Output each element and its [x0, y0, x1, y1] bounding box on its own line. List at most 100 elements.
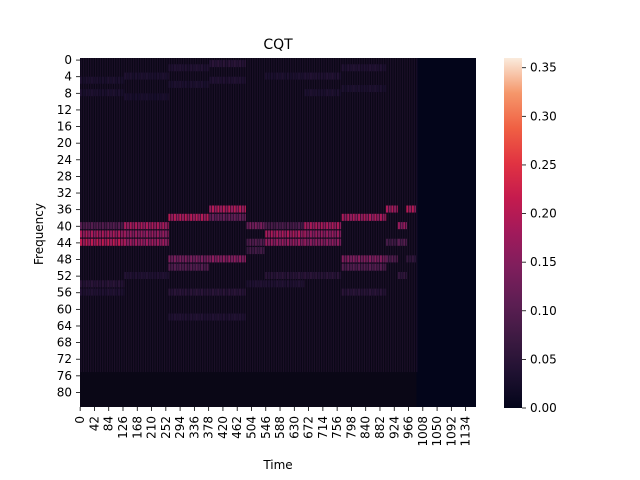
heatmap-cell — [120, 230, 123, 238]
heatmap-cell — [126, 271, 130, 280]
heatmap-cell — [225, 313, 228, 321]
heatmap-cell — [265, 280, 268, 288]
transient-stripe — [104, 58, 106, 373]
y-tick-label: 0 — [64, 53, 72, 67]
heatmap-cell — [239, 205, 242, 213]
heatmap-cell — [214, 288, 217, 296]
heatmap-cell — [90, 230, 93, 238]
transient-stripe — [370, 58, 373, 373]
heatmap-cell — [385, 238, 389, 246]
heatmap-cell — [148, 93, 151, 101]
transient-stripe — [251, 58, 254, 373]
heatmap-cell — [167, 72, 169, 80]
heatmap-cell — [137, 93, 140, 101]
heatmap-cell — [352, 288, 355, 296]
heatmap-cell — [192, 64, 195, 72]
heatmap-cell — [187, 213, 190, 221]
x-axis-ticks: 0 42 84 126 168 210 252 294 336 378 420 462 504 546 58… — [73, 407, 473, 447]
heatmap-cell — [228, 313, 231, 321]
heatmap-cell — [374, 255, 377, 263]
transient-stripe — [216, 58, 218, 373]
heatmap-cell — [336, 72, 340, 80]
heatmap-cell — [96, 288, 99, 296]
heatmap-cell — [241, 76, 244, 84]
heatmap-cell — [167, 238, 169, 246]
heatmap-cell — [201, 64, 204, 72]
heatmap-cell — [388, 238, 391, 246]
heatmap-cell — [184, 80, 187, 88]
transient-stripe — [311, 58, 313, 373]
y-tick-label: 56 — [57, 286, 72, 300]
transient-stripe — [323, 58, 325, 373]
heatmap-cell — [195, 213, 198, 221]
heatmap-cell — [171, 213, 174, 221]
heatmap-cell — [225, 60, 228, 68]
y-tick-label: 80 — [57, 385, 72, 399]
heatmap-cell — [192, 313, 195, 321]
heatmap-cell — [173, 288, 176, 296]
heatmap-cell — [167, 271, 169, 280]
colorbar-tick-label: 0.30 — [530, 109, 557, 123]
heatmap-cell — [209, 205, 212, 213]
heatmap-cell — [230, 313, 234, 321]
heatmap-cell — [267, 72, 271, 80]
heatmap-cell — [328, 271, 331, 280]
heatmap-cell — [173, 64, 176, 72]
heatmap-cell — [201, 213, 204, 221]
heatmap-cell — [241, 213, 244, 221]
heatmap-cell — [287, 230, 290, 238]
heatmap-cell — [115, 222, 118, 230]
heatmap-cell — [209, 60, 212, 68]
heatmap-cell — [206, 64, 209, 72]
heatmap-cell — [192, 255, 195, 263]
heatmap-cell — [123, 280, 125, 288]
heatmap-cell — [195, 263, 198, 271]
transient-stripe — [106, 58, 109, 373]
y-tick-label: 24 — [57, 153, 72, 167]
heatmap-cell — [162, 238, 165, 246]
heatmap-cell — [88, 76, 91, 84]
heatmap-cell — [281, 271, 284, 280]
heatmap-cell — [349, 263, 353, 271]
heatmap-cell — [118, 222, 121, 230]
heatmap-cell — [339, 72, 342, 80]
heatmap-cell — [120, 76, 123, 84]
heatmap-cell — [326, 222, 329, 230]
heatmap-cell — [123, 222, 125, 230]
heatmap-cell — [220, 313, 223, 321]
heatmap-cell — [135, 72, 138, 80]
heatmap-cell — [379, 263, 382, 271]
heatmap-cell — [236, 76, 239, 84]
transient-stripe — [397, 58, 399, 373]
heatmap-cell — [355, 263, 358, 271]
heatmap-cell — [265, 271, 268, 280]
heatmap-cell — [358, 255, 361, 263]
heatmap-cell — [220, 60, 223, 68]
heatmap-cell — [312, 89, 315, 97]
heatmap-cell — [154, 271, 157, 280]
y-tick-label: 44 — [57, 236, 72, 250]
heatmap-cell — [344, 213, 347, 221]
heatmap-cell — [385, 263, 387, 271]
heatmap-cell — [281, 72, 284, 80]
heatmap-cell — [211, 213, 215, 221]
heatmap-cell — [195, 80, 198, 88]
heatmap-cell — [251, 280, 255, 288]
y-tick-label: 76 — [57, 369, 72, 383]
heatmap-cell — [379, 64, 382, 72]
heatmap-cell — [112, 288, 115, 296]
heatmap-cell — [115, 238, 118, 246]
heatmap-cell — [222, 313, 225, 321]
heatmap-cell — [276, 230, 279, 238]
heatmap-cell — [281, 280, 284, 288]
heatmap-cell — [176, 263, 179, 271]
heatmap-cell — [249, 222, 252, 230]
transient-stripe — [401, 58, 404, 373]
heatmap-cell — [239, 255, 242, 263]
heatmap-cell — [336, 89, 340, 97]
heatmap-cell — [303, 222, 305, 230]
transient-stripe — [109, 58, 111, 373]
heatmap-cell — [214, 255, 217, 263]
heatmap-cell — [99, 238, 102, 246]
heatmap-cell — [377, 263, 380, 271]
